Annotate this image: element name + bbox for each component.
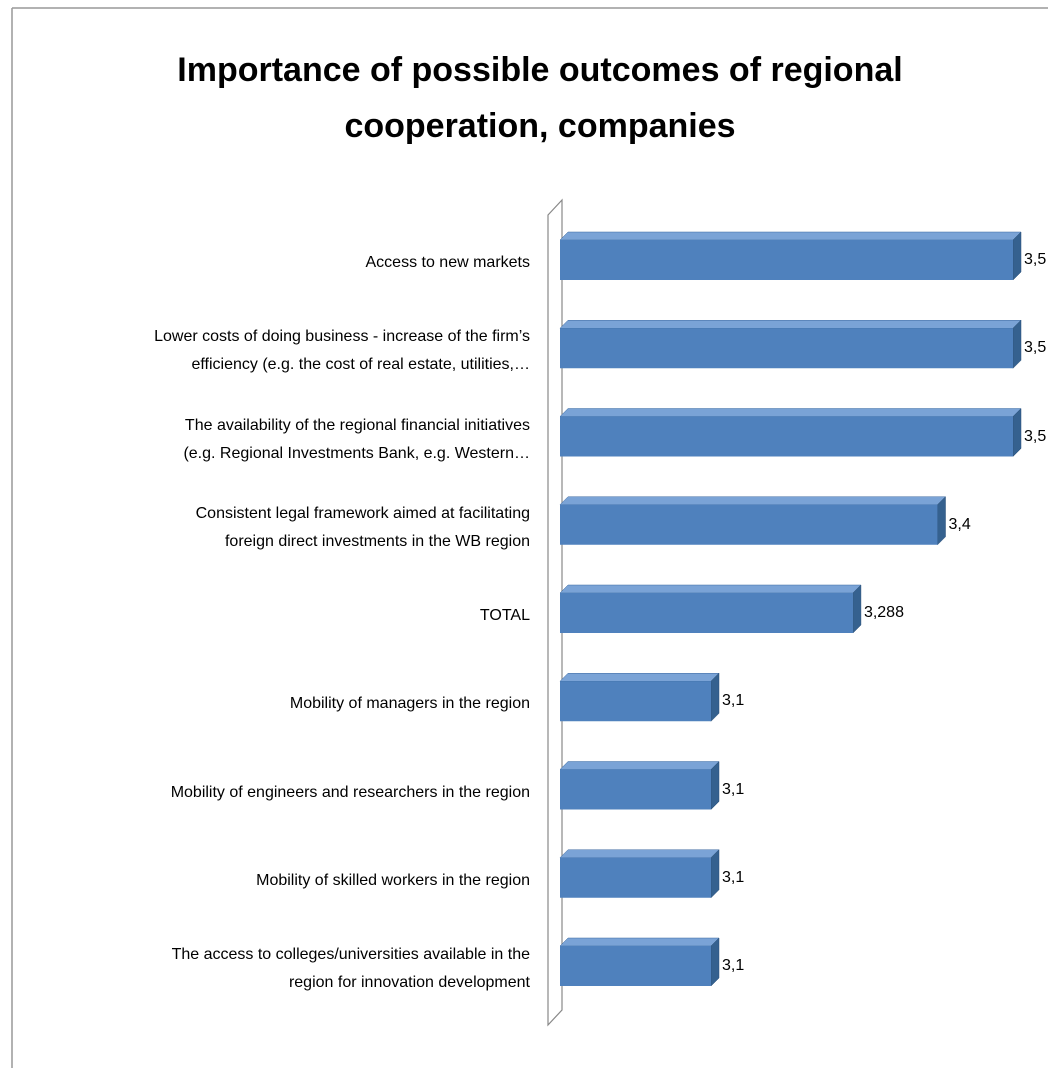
chart-title: Importance of possible outcomes of regio… <box>177 51 903 145</box>
bar-side <box>710 849 720 899</box>
bar <box>560 416 1013 457</box>
bar-top <box>559 320 1022 329</box>
bar-side <box>710 760 720 811</box>
value-label: 3,5 <box>1024 339 1047 357</box>
category-label: Lower costs of doing business - increase… <box>154 328 530 374</box>
bar-side <box>937 496 946 546</box>
value-label: 3,1 <box>722 692 745 710</box>
bar-top <box>559 673 720 682</box>
bar-top <box>559 761 720 770</box>
bar-top <box>559 496 947 505</box>
value-label: 3,1 <box>722 957 745 974</box>
axis-wall <box>547 198 563 1027</box>
category-label: Mobility of engineers and researchers in… <box>170 783 530 801</box>
bar-side <box>852 584 862 634</box>
category-label: Mobility of skilled workers in the regio… <box>256 871 530 889</box>
category-label: The access to colleges/universities avai… <box>171 946 530 991</box>
bar <box>560 769 711 810</box>
bar-top <box>559 849 720 858</box>
bar <box>560 328 1013 369</box>
bar <box>560 681 711 722</box>
category-label: TOTAL <box>479 607 530 624</box>
bar-side <box>710 672 720 722</box>
bar-top <box>559 584 862 594</box>
bar-side <box>710 937 720 987</box>
bar <box>560 593 853 633</box>
bar-side <box>1012 231 1022 281</box>
value-label: 3,5 <box>1024 427 1047 445</box>
value-label: 3,5 <box>1024 251 1047 268</box>
bar-top <box>559 231 1022 241</box>
bar-side <box>1012 407 1022 458</box>
bar <box>560 857 711 898</box>
value-label: 3,4 <box>948 515 971 533</box>
category-label: Mobility of managers in the region <box>289 695 530 713</box>
value-label: 3,288 <box>863 604 904 621</box>
bar-side <box>1012 319 1022 369</box>
value-label: 3,1 <box>722 780 745 798</box>
bar-top <box>559 408 1022 417</box>
bar <box>560 946 711 986</box>
category-label: Access to new markets <box>365 254 531 271</box>
bar <box>560 504 938 545</box>
bar-top <box>559 937 720 947</box>
bar <box>560 240 1013 280</box>
value-label: 3,1 <box>722 868 745 886</box>
category-label: The availability of the regional financi… <box>183 416 530 462</box>
category-label: Consistent legal framework aimed at faci… <box>195 504 530 550</box>
